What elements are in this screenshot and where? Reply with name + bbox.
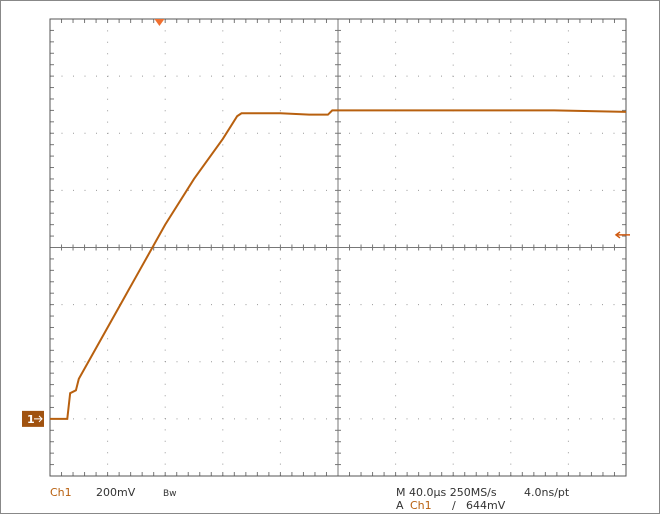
- ground-marker-label: 1: [27, 413, 35, 426]
- trigger-mode: A: [396, 499, 404, 512]
- ground-arrow: [34, 415, 43, 423]
- trigger-level: [614, 231, 630, 239]
- resolution-label: 4.0ns/pt: [524, 486, 570, 499]
- ground-marker: [22, 410, 44, 427]
- trigger-value: 644mV: [466, 499, 506, 512]
- trigger-position: [154, 19, 165, 26]
- channel-label: Ch1: [50, 486, 72, 499]
- plot-border: [49, 18, 627, 477]
- bandwidth-label: Bw: [163, 489, 177, 499]
- trigger-source: Ch1: [410, 499, 432, 512]
- trigger-slope: ∕: [452, 499, 456, 512]
- timebase-label: M 40.0µs 250MS/s: [396, 486, 497, 499]
- trace: [50, 109, 627, 420]
- scale-label: 200mV: [96, 486, 136, 499]
